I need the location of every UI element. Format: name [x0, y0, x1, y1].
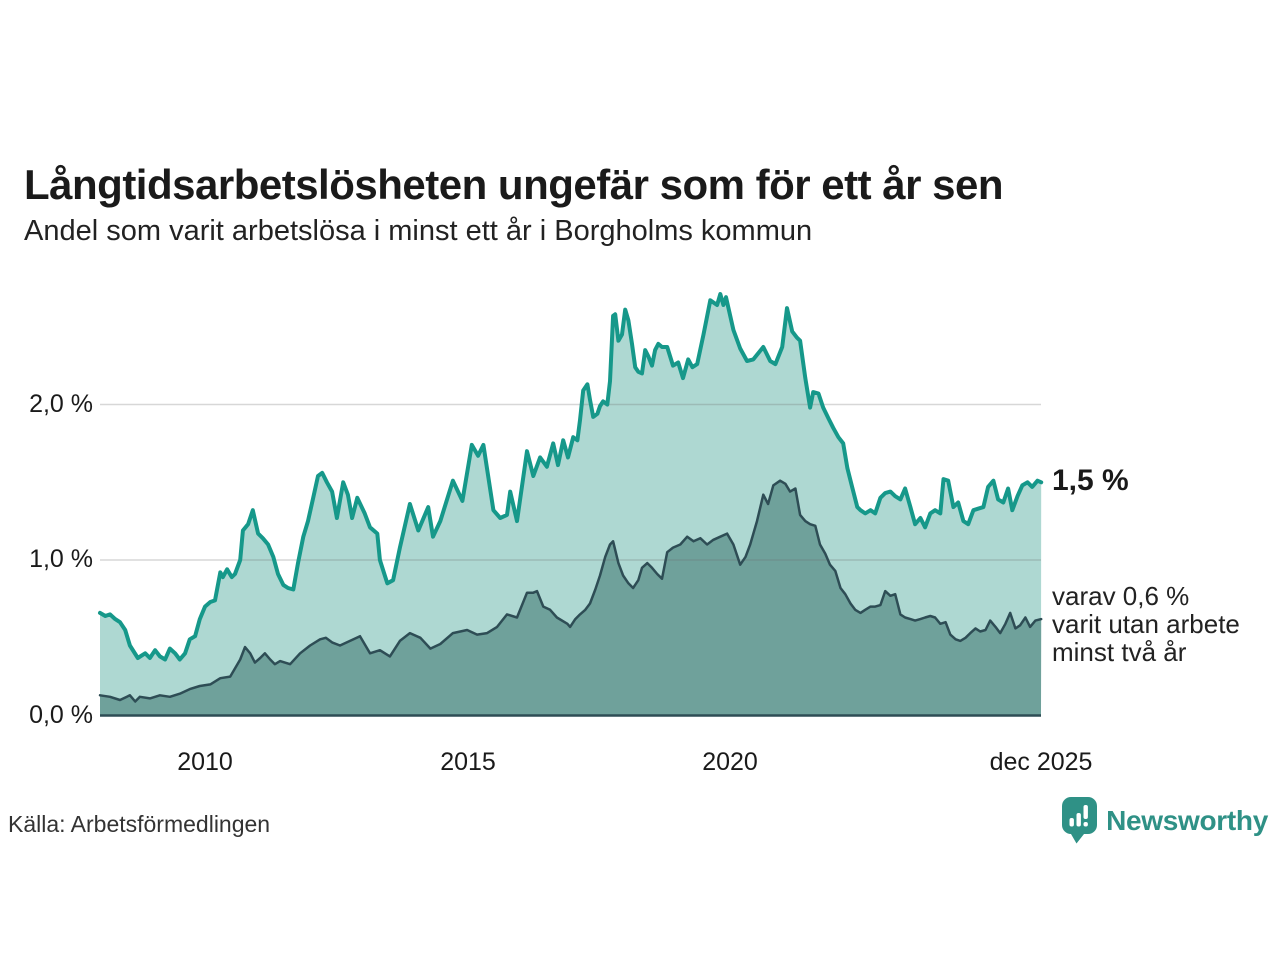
x-axis-label-2020: 2020 — [702, 748, 758, 776]
newsworthy-logo: Newsworthy — [1062, 797, 1268, 844]
series-line-total — [98, 292, 1044, 662]
page-title: Långtidsarbetslösheten ungefär som för e… — [24, 161, 1004, 209]
area-fill-two-year — [100, 480, 1042, 716]
secondary-value-annotation: varav 0,6 % varit utan arbete minst två … — [1052, 582, 1240, 666]
newsworthy-wordmark: Newsworthy — [1106, 804, 1268, 836]
annotation-line-3: minst två år — [1052, 637, 1187, 667]
x-axis-label-2010: 2010 — [177, 748, 233, 776]
x-axis-label-2015: 2015 — [440, 748, 496, 776]
latest-value-annotation: 1,5 % — [1052, 464, 1129, 497]
y-axis-label-0: 0,0 % — [29, 700, 93, 729]
chart-subtitle: Andel som varit arbetslösa i minst ett å… — [24, 215, 813, 247]
annotation-line-1: varav 0,6 % — [1052, 581, 1190, 611]
y-axis-label-1: 1,0 % — [29, 545, 93, 573]
x-axis-label-dec-2025: dec 2025 — [989, 748, 1093, 776]
source-caption: Källa: Arbetsförmedlingen — [8, 811, 271, 837]
series-line-two-year — [98, 479, 1043, 703]
annotation-line-2: varit utan arbete — [1052, 609, 1240, 639]
y-axis-label-2: 2,0 % — [29, 389, 93, 418]
bar-chart-speech-bubble-icon — [1062, 797, 1098, 844]
